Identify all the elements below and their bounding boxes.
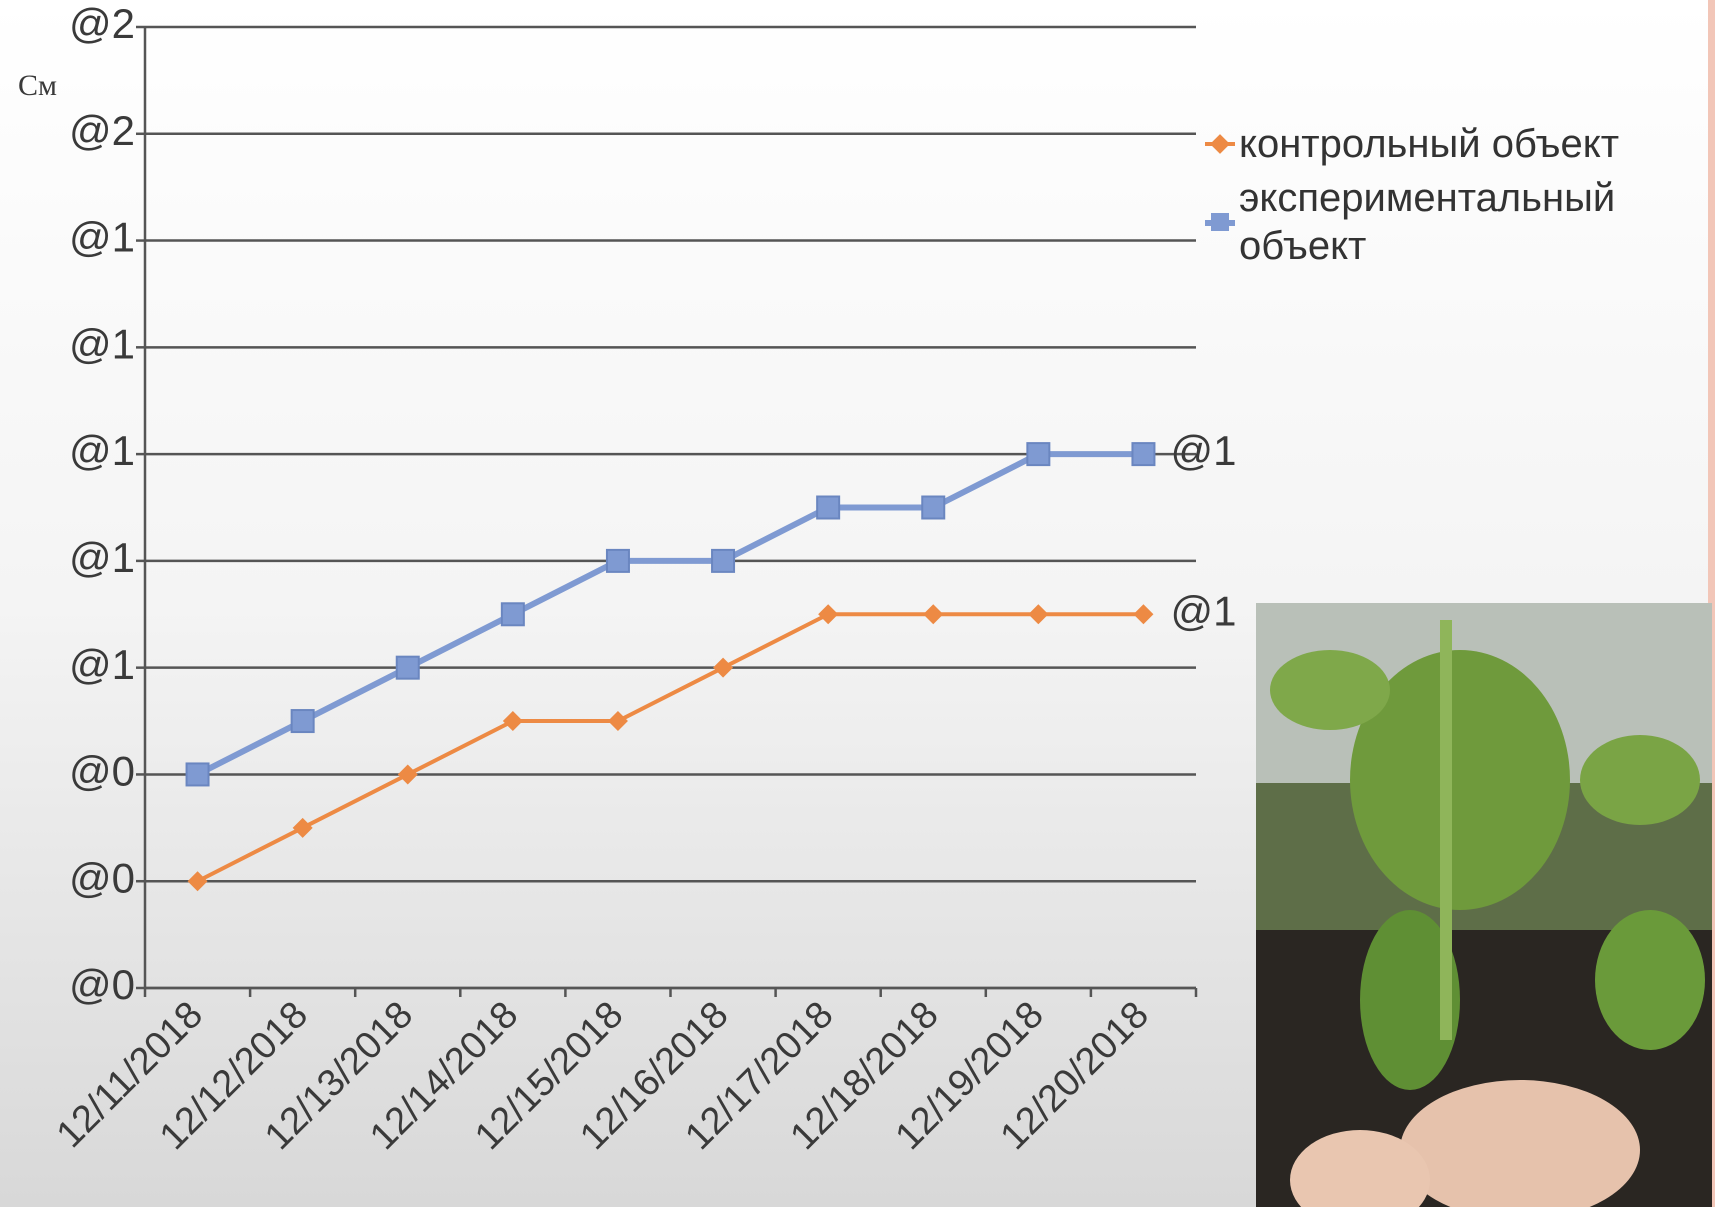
data-point [395,655,420,680]
y-axis-title: См [18,69,57,102]
y-tick-label: @0 [69,961,135,1008]
y-tick-label: @0 [69,854,135,901]
data-point [290,709,315,734]
data-point [1133,604,1154,625]
legend-label: контрольный объект [1239,122,1620,166]
series-line [196,451,1144,778]
data-point [605,548,630,573]
data-point [185,762,210,787]
data-point [816,495,841,520]
y-tick-label: @0 [69,748,135,795]
data-point [292,817,313,838]
series-line [196,612,1144,884]
y-tick-label: @1 [69,320,135,367]
y-tick-label: @1 [69,534,135,581]
y-tick-label: @1 [69,427,135,474]
data-point [187,871,208,892]
data-point [923,604,944,625]
y-tick-label: @2 [69,0,135,47]
data-point [818,604,839,625]
y-tick-label: @2 [69,107,135,154]
data-point [1028,604,1049,625]
data-point [397,764,418,785]
data-point [921,495,946,520]
legend-item: контрольный объект [1205,120,1705,168]
y-tick-label: @1 [69,214,135,261]
legend-item: экспериментальный объект [1205,174,1705,270]
legend-swatch [1205,124,1235,164]
legend-swatch [1205,202,1235,242]
data-point [713,657,734,678]
y-tick-label: @1 [69,641,135,688]
photo [1256,603,1712,1207]
data-point [711,548,736,573]
legend: контрольный объект экспериментальный объе… [1205,120,1705,276]
data-point [500,602,525,627]
data-point [502,711,523,732]
data-label: @1 [1170,427,1236,474]
data-point [1131,442,1156,467]
data-label: @1 [1170,587,1236,634]
data-point [1026,442,1051,467]
data-point [607,711,628,732]
legend-label: экспериментальный объект [1239,176,1616,268]
